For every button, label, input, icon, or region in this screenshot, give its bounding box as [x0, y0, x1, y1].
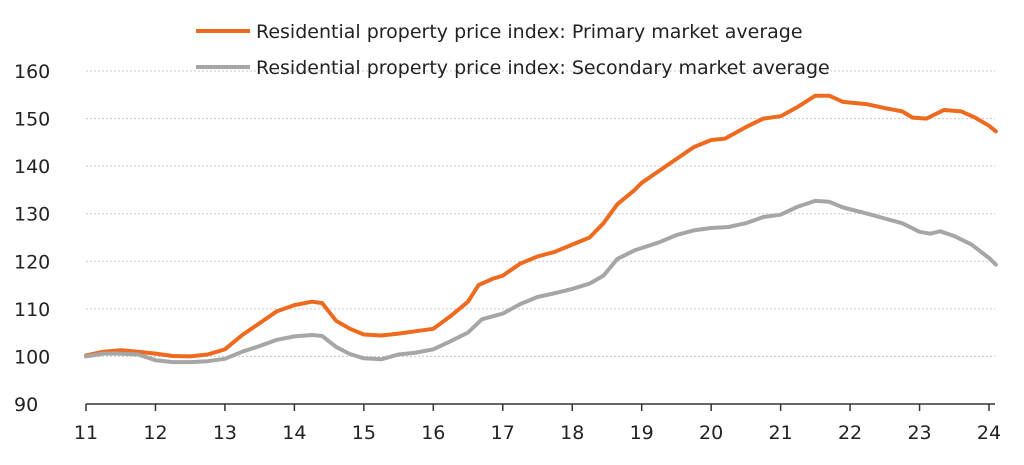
x-tick-label: 12 — [143, 422, 167, 444]
y-tick-label: 110 — [14, 299, 50, 321]
y-tick-label: 120 — [14, 251, 50, 273]
y-tick-label: 160 — [14, 61, 50, 83]
y-tick-label: 130 — [14, 204, 50, 226]
series-line-secondary — [84, 198, 998, 365]
x-tick-label: 18 — [560, 422, 584, 444]
x-tick-label: 13 — [213, 422, 237, 444]
x-tick-label: 15 — [352, 422, 376, 444]
x-tick-label: 19 — [630, 422, 654, 444]
series-lines — [84, 93, 998, 365]
x-tick-label: 11 — [74, 422, 98, 444]
y-tick-label: 150 — [14, 109, 50, 131]
x-tick-label: 23 — [907, 422, 931, 444]
y-tick-label: 100 — [14, 346, 50, 368]
x-tick-label: 16 — [421, 422, 445, 444]
y-tick-label: 90 — [14, 394, 38, 416]
x-tick-label: 20 — [699, 422, 723, 444]
y-tick-label: 140 — [14, 156, 50, 178]
legend-label-secondary: Residential property price index: Second… — [256, 57, 830, 79]
gridlines — [86, 70, 995, 357]
x-axis: 11 12 13 14 15 16 17 18 19 20 21 22 23 24 — [74, 403, 1001, 444]
y-axis: 90 100 110 120 130 140 150 160 — [14, 61, 50, 416]
legend: Residential property price index: Primar… — [196, 21, 830, 79]
series-line-primary — [84, 93, 998, 359]
x-tick-label: 24 — [977, 422, 1001, 444]
x-tick-label: 14 — [282, 422, 306, 444]
legend-label-primary: Residential property price index: Primar… — [256, 21, 803, 43]
x-tick-label: 22 — [838, 422, 862, 444]
x-tick-label: 21 — [769, 422, 793, 444]
x-tick-label: 17 — [491, 422, 515, 444]
